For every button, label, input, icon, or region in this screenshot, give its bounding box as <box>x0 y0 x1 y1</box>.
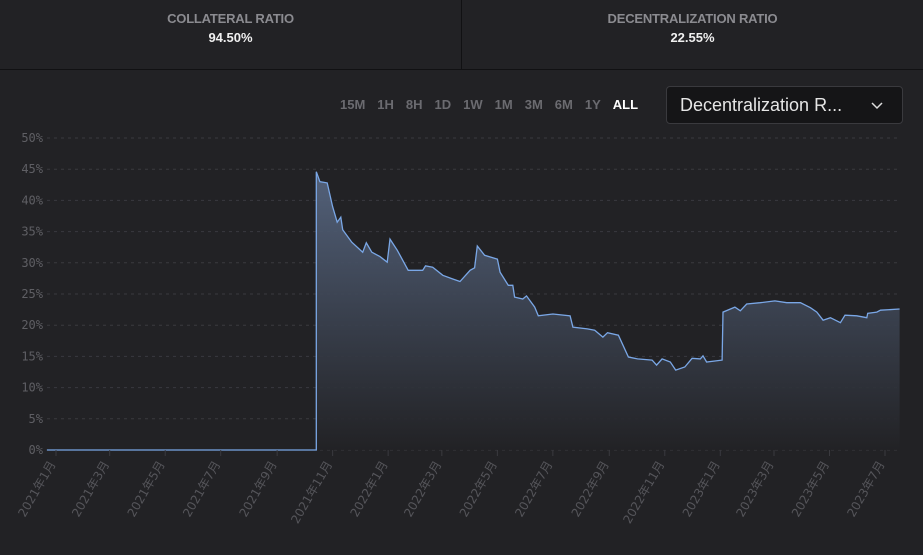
y-tick-label: 30% <box>21 256 43 270</box>
y-tick-label: 45% <box>21 162 43 176</box>
range-6m[interactable]: 6M <box>554 97 573 112</box>
range-1d[interactable]: 1D <box>434 97 452 112</box>
y-tick-label: 25% <box>21 287 43 301</box>
x-tick-label: 2023年3月 <box>733 459 776 520</box>
y-tick-label: 15% <box>21 349 43 363</box>
stats-bar: COLLATERAL RATIO 94.50% DECENTRALIZATION… <box>0 0 923 70</box>
collateral-ratio-stat: COLLATERAL RATIO 94.50% <box>0 0 462 69</box>
x-tick-label: 2022年5月 <box>457 458 500 519</box>
range-1m[interactable]: 1M <box>494 97 513 112</box>
y-tick-label: 0% <box>29 443 44 457</box>
stat-label: COLLATERAL RATIO <box>167 11 294 26</box>
x-tick-label: 2022年11月 <box>620 459 667 526</box>
dropdown-selected: Decentralization R... <box>680 94 843 115</box>
range-1y[interactable]: 1Y <box>584 97 601 112</box>
series-line <box>46 171 900 451</box>
x-tick-label: 2021年3月 <box>69 459 112 520</box>
y-tick-label: 50% <box>21 131 43 145</box>
range-15m[interactable]: 15M <box>340 97 366 112</box>
stat-label: DECENTRALIZATION RATIO <box>607 11 778 26</box>
y-tick-label: 20% <box>21 318 43 332</box>
x-tick-label: 2022年9月 <box>569 459 612 520</box>
x-tick-label: 2023年7月 <box>844 459 887 520</box>
x-tick-label: 2022年1月 <box>348 459 391 520</box>
range-8h[interactable]: 8H <box>405 97 423 112</box>
range-1w[interactable]: 1W <box>463 97 483 112</box>
chevron-down-icon <box>871 102 883 110</box>
x-tick-label: 2021年11月 <box>288 459 335 526</box>
decentralization-ratio-stat: DECENTRALIZATION RATIO 22.55% <box>462 0 923 69</box>
y-tick-label: 35% <box>21 225 43 239</box>
y-tick-label: 10% <box>21 381 43 395</box>
y-tick-label: 40% <box>21 193 43 207</box>
stat-value: 22.55% <box>670 30 715 45</box>
x-tick-label: 2021年5月 <box>125 459 168 520</box>
range-all[interactable]: ALL <box>612 97 639 112</box>
stat-value: 94.50% <box>208 30 253 45</box>
x-tick-label: 2021年9月 <box>237 459 280 520</box>
x-tick-label: 2023年1月 <box>680 459 723 520</box>
y-tick-label: 5% <box>29 412 44 426</box>
time-range-selector: 15M 1H 8H 1D 1W 1M 3M 6M 1Y ALL <box>340 97 650 112</box>
series-area <box>46 171 900 450</box>
x-tick-label: 2023年5月 <box>789 459 832 520</box>
range-1h[interactable]: 1H <box>377 97 394 112</box>
range-3m[interactable]: 3M <box>524 97 543 112</box>
x-tick-label: 2021年1月 <box>15 459 58 520</box>
metric-dropdown[interactable]: Decentralization R... <box>666 86 903 124</box>
x-tick-label: 2022年3月 <box>401 459 444 520</box>
x-tick-label: 2021年7月 <box>180 459 223 520</box>
x-tick-label: 2022年7月 <box>512 459 555 520</box>
